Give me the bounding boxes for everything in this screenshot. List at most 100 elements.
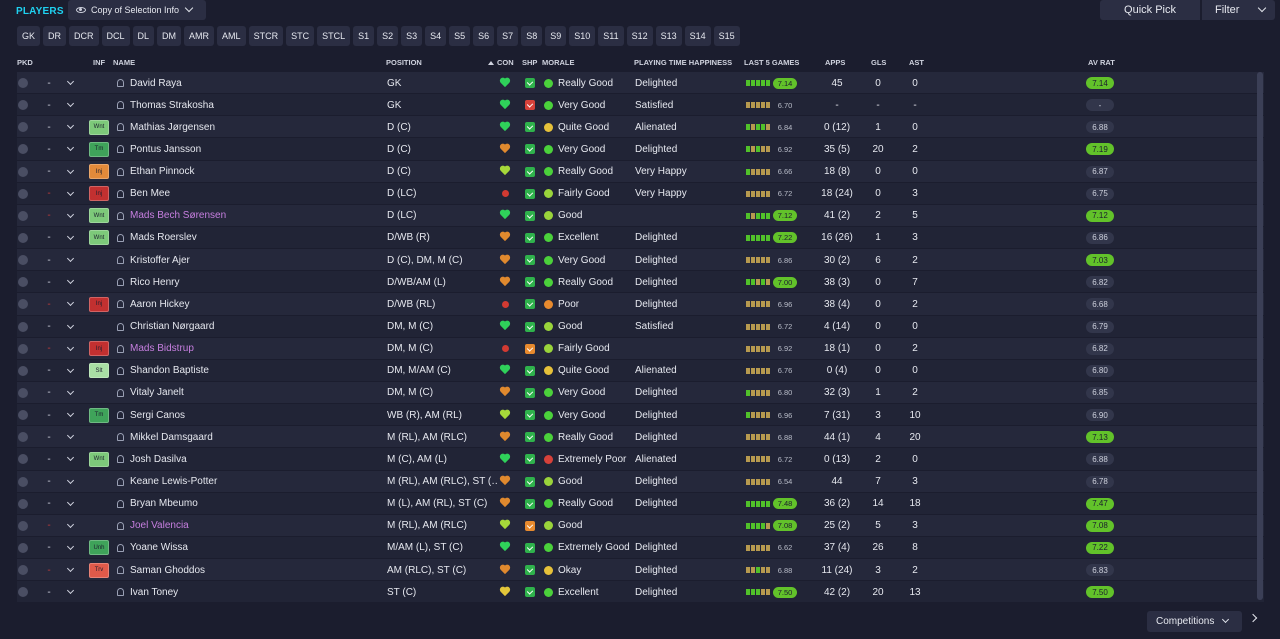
- pkd-cell[interactable]: [17, 183, 29, 205]
- player-name-cell[interactable]: Thomas Strakosha: [117, 94, 382, 116]
- position-filter-gk[interactable]: GK: [17, 26, 41, 46]
- chevron-down-icon[interactable]: [66, 277, 75, 285]
- pkd-cell[interactable]: [17, 72, 29, 94]
- player-name-cell[interactable]: Josh Dasilva: [117, 448, 382, 470]
- chevron-down-icon[interactable]: [66, 432, 75, 440]
- pick-circle-icon[interactable]: [18, 255, 28, 266]
- chevron-down-icon[interactable]: [66, 387, 75, 396]
- chevron-down-icon[interactable]: [66, 365, 75, 373]
- player-name-cell[interactable]: Kristoffer Ajer: [117, 249, 382, 271]
- col-header-position[interactable]: POSITION: [386, 58, 422, 67]
- table-row[interactable]: - Wnt Mads Roerslev D/WB (R) Excellent Deligh…: [17, 226, 1264, 250]
- player-name[interactable]: Sergi Canos: [130, 409, 186, 421]
- player-name[interactable]: Aaron Hickey: [130, 298, 190, 310]
- pkd-cell[interactable]: [17, 382, 29, 404]
- position-filter-s4[interactable]: S4: [425, 26, 447, 46]
- pkd-cell[interactable]: [17, 116, 29, 138]
- col-header-avrat[interactable]: AV RAT: [1088, 58, 1115, 67]
- player-name[interactable]: Ivan Toney: [130, 586, 179, 598]
- table-row[interactable]: - David Raya GK Really Good Delighted 7.14 45 0…: [17, 72, 1264, 95]
- player-name[interactable]: Shandon Baptiste: [130, 365, 209, 377]
- position-filter-dcr[interactable]: DCR: [69, 26, 99, 46]
- chevron-down-icon[interactable]: [66, 166, 75, 174]
- pick-circle-icon[interactable]: [18, 299, 28, 310]
- player-name-cell[interactable]: Sergi Canos: [117, 404, 382, 426]
- player-name-cell[interactable]: Ben Mee: [117, 183, 382, 205]
- player-name-cell[interactable]: Mikkel Damsgaard: [117, 426, 382, 448]
- pick-circle-icon[interactable]: [18, 410, 28, 421]
- position-filter-dm[interactable]: DM: [157, 26, 182, 46]
- player-name[interactable]: Rico Henry: [130, 276, 180, 288]
- player-name[interactable]: Mads Bech Sørensen: [130, 210, 227, 222]
- player-name-cell[interactable]: Christian Nørgaard: [117, 316, 382, 338]
- position-filter-s8[interactable]: S8: [521, 26, 543, 46]
- pkd-cell[interactable]: [17, 161, 29, 183]
- position-filter-s13[interactable]: S13: [655, 26, 682, 46]
- table-row[interactable]: - Christian Nørgaard DM, M (C) Good Satisfie…: [17, 315, 1264, 338]
- position-filter-s12[interactable]: S12: [626, 26, 653, 46]
- pkd-cell[interactable]: [17, 227, 29, 249]
- position-filter-dcl[interactable]: DCL: [101, 26, 130, 46]
- table-row[interactable]: - Tm Sergi Canos WB (R), AM (RL) Very Good De…: [17, 404, 1264, 427]
- pick-circle-icon[interactable]: [18, 78, 28, 88]
- col-header-happiness[interactable]: PLAYING TIME HAPPINESS: [634, 58, 733, 67]
- pick-circle-icon[interactable]: [18, 188, 28, 199]
- pkd-cell[interactable]: [17, 581, 29, 603]
- position-filter-s7[interactable]: S7: [497, 26, 519, 46]
- table-row[interactable]: - Tm Pontus Jansson D (C) Very Good Delighted…: [17, 138, 1264, 161]
- chevron-down-icon[interactable]: [66, 100, 75, 108]
- position-filter-s3[interactable]: S3: [401, 26, 423, 46]
- pick-circle-icon[interactable]: [18, 432, 28, 443]
- player-name-cell[interactable]: Ethan Pinnock: [117, 161, 382, 183]
- table-row[interactable]: - Keane Lewis-Potter M (RL), AM (RLC), ST …: [17, 470, 1264, 493]
- position-filter-amr[interactable]: AMR: [184, 26, 215, 46]
- player-name-cell[interactable]: David Raya: [117, 72, 382, 94]
- position-filter-stcl[interactable]: STCL: [317, 26, 351, 46]
- pkd-cell[interactable]: [17, 559, 29, 581]
- player-name[interactable]: Christian Nørgaard: [130, 321, 215, 333]
- pick-circle-icon[interactable]: [18, 343, 28, 354]
- scrollbar-thumb[interactable]: [1257, 72, 1263, 600]
- player-name[interactable]: Ethan Pinnock: [130, 166, 195, 178]
- chevron-right-icon[interactable]: [1248, 613, 1258, 623]
- competitions-dropdown[interactable]: Competitions: [1147, 611, 1242, 632]
- chevron-down-icon[interactable]: [66, 542, 75, 550]
- position-filter-s5[interactable]: S5: [449, 26, 471, 46]
- pick-circle-icon[interactable]: [18, 166, 28, 177]
- player-name[interactable]: Thomas Strakosha: [130, 99, 214, 111]
- pick-circle-icon[interactable]: [18, 476, 28, 487]
- chevron-down-icon[interactable]: [66, 454, 75, 462]
- chevron-down-icon[interactable]: [66, 410, 75, 418]
- col-header-gls[interactable]: GLS: [871, 58, 887, 67]
- table-row[interactable]: - Bryan Mbeumo M (L), AM (RL), ST (C) Reall…: [17, 492, 1264, 515]
- table-row[interactable]: - Inj Ben Mee D (LC) Fairly Good Very Happy 6.…: [17, 182, 1264, 205]
- table-row[interactable]: - Kristoffer Ajer D (C), DM, M (C) Very Goo…: [17, 249, 1264, 272]
- player-name-cell[interactable]: Joel Valencia: [117, 515, 382, 537]
- player-name-cell[interactable]: Pontus Jansson: [117, 138, 382, 160]
- pick-circle-icon[interactable]: [18, 542, 28, 553]
- position-filter-s15[interactable]: S15: [713, 26, 740, 46]
- pkd-cell[interactable]: [17, 271, 29, 293]
- player-name-cell[interactable]: Mathias Jørgensen: [117, 116, 382, 138]
- chevron-down-icon[interactable]: [66, 77, 75, 86]
- pick-circle-icon[interactable]: [18, 232, 28, 243]
- pkd-cell[interactable]: [17, 205, 29, 227]
- pick-circle-icon[interactable]: [18, 144, 28, 155]
- col-header-morale[interactable]: MORALE: [542, 58, 575, 67]
- pick-circle-icon[interactable]: [18, 100, 28, 111]
- col-header-form[interactable]: LAST 5 GAMES: [744, 58, 800, 67]
- position-filter-s2[interactable]: S2: [377, 26, 399, 46]
- player-name[interactable]: Mads Bidstrup: [130, 343, 194, 355]
- pkd-cell[interactable]: [17, 249, 29, 271]
- player-name[interactable]: Vitaly Janelt: [130, 387, 184, 399]
- player-name[interactable]: Mikkel Damsgaard: [130, 431, 213, 443]
- chevron-down-icon[interactable]: [66, 587, 75, 595]
- chevron-down-icon[interactable]: [66, 299, 75, 307]
- player-name[interactable]: Joel Valencia: [130, 520, 189, 532]
- pick-circle-icon[interactable]: [18, 365, 28, 376]
- chevron-down-icon[interactable]: [66, 321, 75, 329]
- table-row[interactable]: - Rico Henry D/WB/AM (L) Really Good Delight…: [17, 271, 1264, 294]
- col-header-name[interactable]: NAME: [113, 58, 136, 67]
- table-row[interactable]: - Ivan Toney ST (C) Excellent Delighted 7.50 4…: [17, 581, 1264, 604]
- player-name-cell[interactable]: Vitaly Janelt: [117, 382, 382, 404]
